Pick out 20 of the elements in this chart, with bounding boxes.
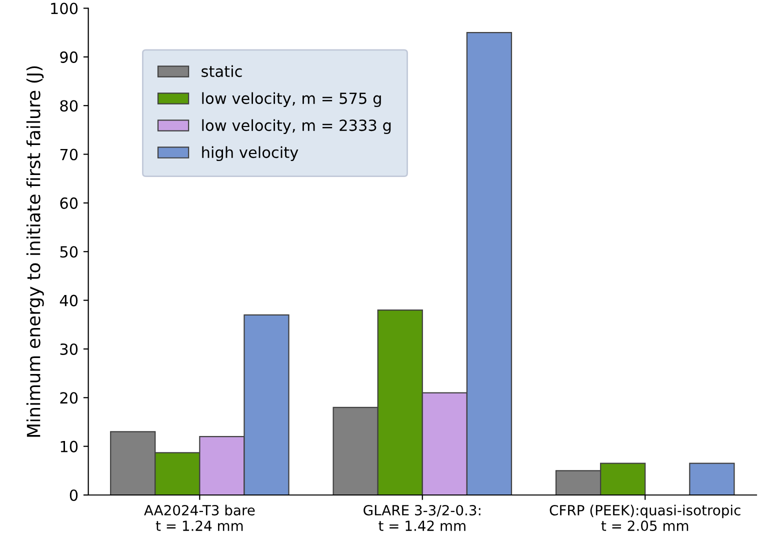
legend-label: high velocity [202, 146, 298, 162]
legend-label: low velocity, m = 2333 g [202, 119, 391, 134]
y-tick-label: 20 [60, 392, 78, 404]
y-tick-label: 80 [60, 100, 78, 112]
y-tick-label: 90 [60, 51, 78, 63]
x-tick-label: GLARE 3-3/2-0.3: t = 1.42 mm [364, 504, 480, 531]
y-tick-label: 10 [60, 440, 78, 452]
bar [689, 462, 735, 495]
y-axis-title: Minimum energy to initiate first failure (J) [26, 66, 44, 437]
y-tick-label: 0 [70, 489, 78, 502]
x-tick-label: AA2024-T3 bare t = 1.24 mm [144, 504, 255, 531]
y-tick-label: 60 [60, 197, 78, 209]
y-tick-label: 40 [60, 294, 78, 306]
y-tick-label: 30 [60, 343, 78, 355]
legend-label: static [202, 65, 242, 78]
y-tick-label: 70 [60, 148, 78, 160]
legend-label: low velocity, m = 575 g [202, 92, 381, 108]
y-tick-label: 100 [51, 2, 78, 14]
x-tick-label: CFRP (PEEK):quasi-isotropic t = 2.05 mm [550, 504, 740, 532]
y-tick-label: 50 [60, 246, 78, 258]
